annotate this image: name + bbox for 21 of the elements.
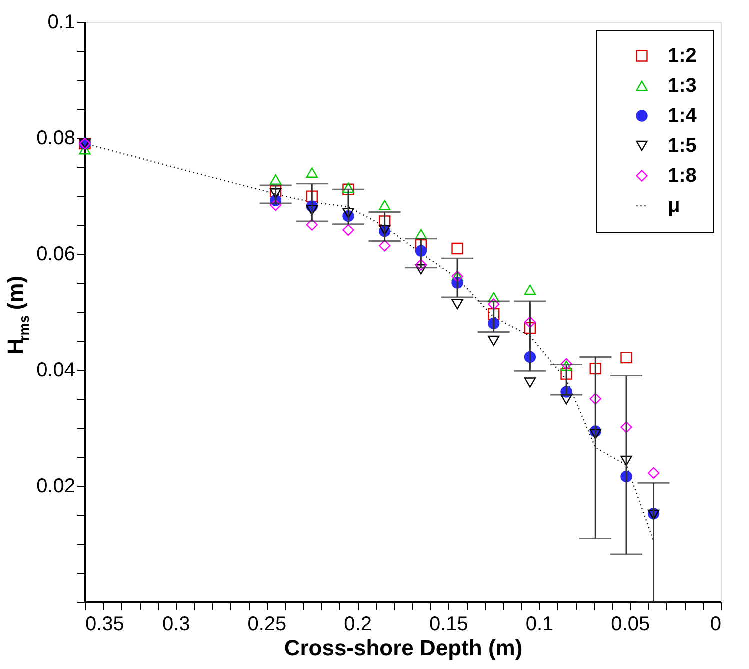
legend-label: 1:8 xyxy=(668,165,697,187)
x-tick-label: 0.15 xyxy=(429,614,468,636)
x-tick-label: 0.25 xyxy=(248,614,287,636)
y-tick-label: 0.08 xyxy=(36,128,76,150)
legend-label: 1:2 xyxy=(668,45,697,67)
x-axis-title: Cross-shore Depth (m) xyxy=(284,636,523,660)
y-tick-label: 0.06 xyxy=(36,244,76,266)
legend-label: 1:5 xyxy=(668,135,697,157)
y-tick-label: 0.1 xyxy=(48,12,76,34)
y-tick-label: 0.02 xyxy=(36,476,76,498)
x-tick-label: 0.3 xyxy=(162,614,190,636)
x-tick-label: 0.1 xyxy=(526,614,554,636)
legend-label: μ xyxy=(668,195,680,217)
x-tick-label: 0 xyxy=(710,614,722,636)
x-tick-label: 0.2 xyxy=(344,614,372,636)
x-tick-label: 0.05 xyxy=(611,614,650,636)
x-tick-label: 0.35 xyxy=(86,614,124,636)
legend-label: 1:4 xyxy=(668,105,698,127)
legend-label: 1:3 xyxy=(668,75,697,97)
y-axis-title: Hrms (m) xyxy=(3,276,32,355)
y-tick-label: 0.04 xyxy=(36,360,76,382)
